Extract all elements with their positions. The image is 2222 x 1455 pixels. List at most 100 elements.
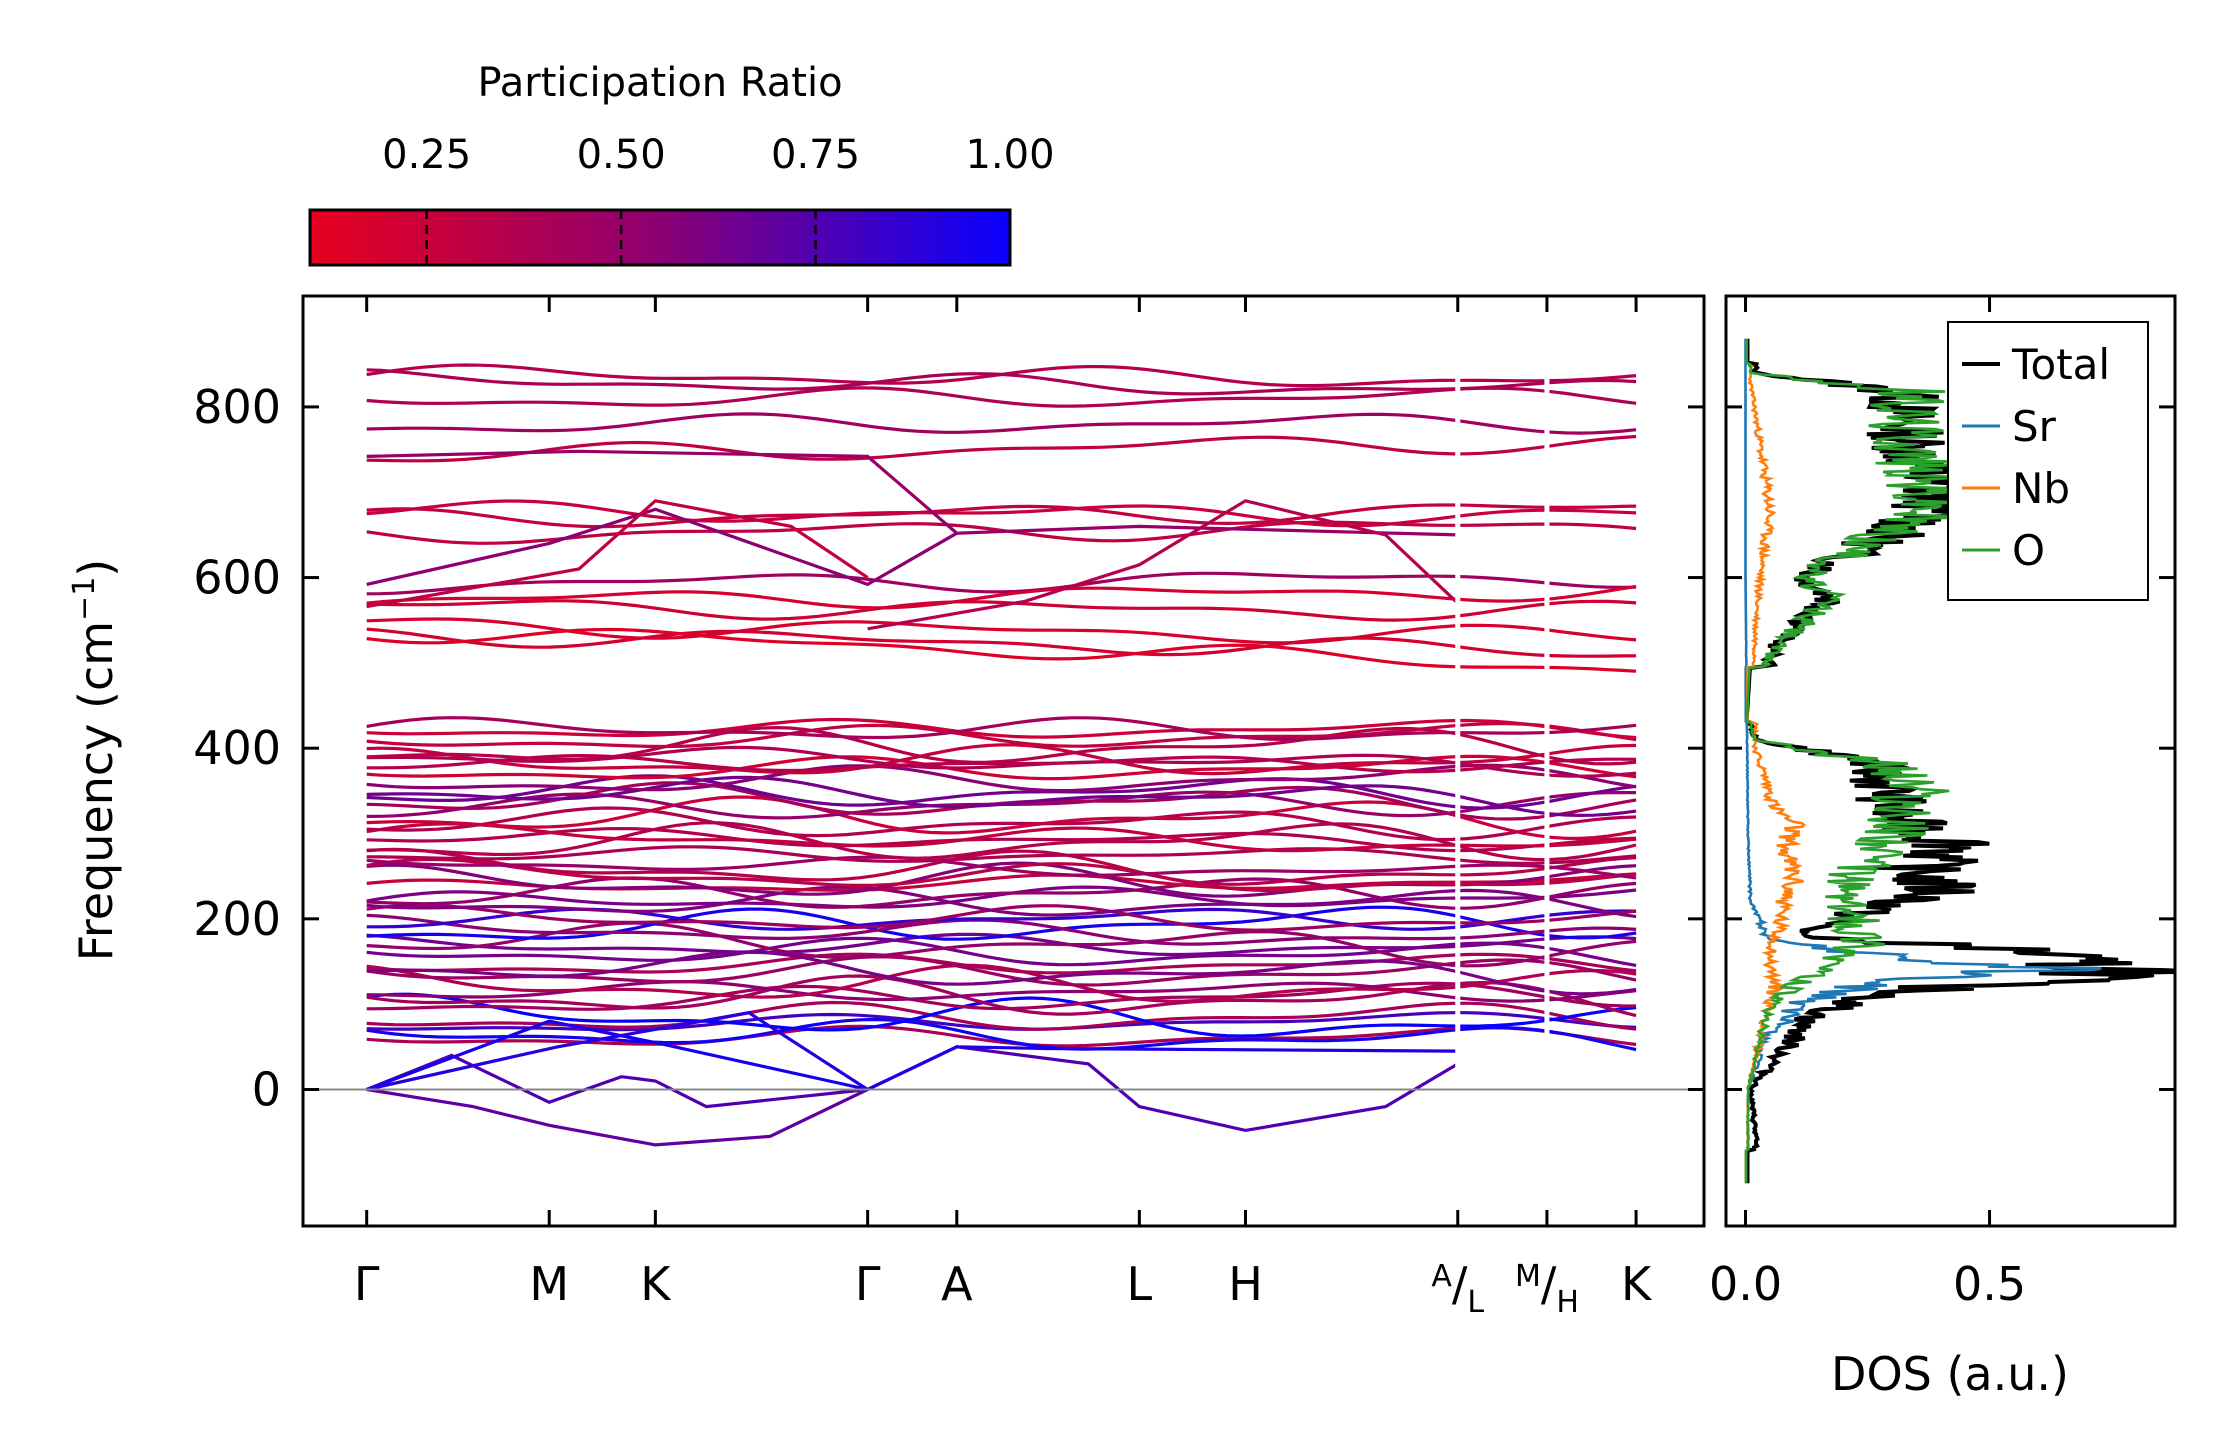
colorbar-ticks bbox=[425, 210, 817, 265]
band-line bbox=[366, 903, 1637, 932]
y-tick-label: 200 bbox=[193, 892, 281, 946]
legend-label: O bbox=[2012, 526, 2045, 575]
band-line bbox=[366, 936, 1637, 967]
band-line bbox=[366, 855, 1637, 880]
band-line bbox=[366, 507, 958, 587]
band-line bbox=[366, 905, 1637, 941]
y-tick-label: 400 bbox=[193, 721, 281, 775]
dos-panel: 0.0 0.5 DOS (a.u.) Total Sr Nb O bbox=[1709, 294, 2177, 1401]
band-line bbox=[366, 584, 1637, 610]
band-line bbox=[366, 753, 1637, 774]
x-tick-label: Γ bbox=[855, 1257, 881, 1311]
band-line bbox=[366, 617, 1637, 645]
x-tick-label: Γ bbox=[354, 1257, 380, 1311]
band-line bbox=[366, 845, 1637, 866]
band-line bbox=[366, 722, 1637, 749]
band-line bbox=[366, 885, 1637, 919]
path-discontinuity bbox=[1544, 296, 1550, 1226]
colorbar: Participation Ratio 0.25 0.50 0.75 1.00 bbox=[308, 60, 1055, 267]
dos-x-tick-label: 0.0 bbox=[1709, 1257, 1782, 1311]
dos-axis-ticks bbox=[1726, 296, 2175, 1226]
legend-label: Total bbox=[2011, 340, 2110, 389]
band-line bbox=[366, 627, 1637, 658]
band-line bbox=[866, 1045, 1458, 1091]
legend-entries: Total Sr Nb O bbox=[1962, 340, 2110, 575]
band-line bbox=[366, 1017, 1637, 1052]
band-line bbox=[366, 826, 1637, 853]
band-line bbox=[366, 1019, 868, 1092]
band-line bbox=[366, 921, 1637, 968]
band-line bbox=[366, 503, 1637, 529]
dos-line-o bbox=[1744, 338, 1968, 1184]
band-line bbox=[366, 876, 1637, 910]
y-axis-title-close: ) bbox=[69, 559, 123, 577]
band-structure-panel: 0 200 400 600 800 Γ M K Γ A L H A/L M/H K Frequency (… bbox=[67, 294, 1706, 1320]
band-line bbox=[366, 499, 869, 609]
band-x-tick-labels: Γ M K Γ A L H A/L M/H K bbox=[354, 1257, 1653, 1320]
colorbar-tick-labels: 0.25 0.50 0.75 1.00 bbox=[382, 132, 1054, 178]
path-discontinuity bbox=[1455, 296, 1461, 1226]
band-line bbox=[867, 499, 1459, 631]
band-line bbox=[366, 412, 1637, 435]
dos-x-tick-label: 0.5 bbox=[1953, 1257, 2026, 1311]
dos-x-tick-labels: 0.0 0.5 bbox=[1709, 1257, 2026, 1311]
y-axis-title: Frequency (cm−1) bbox=[67, 559, 123, 962]
band-line bbox=[366, 599, 1637, 622]
colorbar-tick-label: 0.25 bbox=[382, 132, 471, 178]
x-tick-label: A bbox=[941, 1257, 973, 1311]
band-line bbox=[366, 992, 1637, 1038]
legend: Total Sr Nb O bbox=[1947, 321, 2149, 601]
band-line bbox=[366, 913, 1637, 946]
band-line bbox=[366, 434, 1637, 463]
x-tick-label: M bbox=[529, 1257, 569, 1311]
band-line bbox=[366, 1087, 869, 1147]
dos-x-axis-title: DOS (a.u.) bbox=[1831, 1347, 2069, 1401]
y-tick-label: 0 bbox=[252, 1062, 281, 1116]
legend-label: Nb bbox=[2012, 464, 2070, 513]
colorbar-gradient bbox=[308, 208, 1012, 267]
band-line bbox=[366, 368, 1637, 396]
legend-frame bbox=[1947, 321, 2149, 601]
dos-axes-frame bbox=[1724, 294, 2177, 1228]
x-tick-label: H bbox=[1228, 1257, 1263, 1311]
band-line bbox=[366, 806, 1637, 842]
y-tick-label: 800 bbox=[193, 380, 281, 434]
band-line bbox=[366, 627, 1637, 673]
dos-lines bbox=[1744, 338, 2175, 1184]
band-line bbox=[366, 743, 1637, 776]
band-line bbox=[366, 716, 1637, 742]
band-line bbox=[366, 1011, 869, 1092]
band-line bbox=[366, 963, 1637, 1003]
band-line bbox=[366, 952, 1637, 975]
band-line bbox=[366, 717, 1637, 740]
band-line bbox=[366, 847, 1637, 886]
band-axes-frame bbox=[301, 294, 1706, 1228]
band-line bbox=[366, 1053, 868, 1109]
colorbar-tick-label: 0.75 bbox=[771, 132, 860, 178]
colorbar-title: Participation Ratio bbox=[477, 60, 842, 106]
y-axis-title-main: Frequency (cm bbox=[69, 621, 123, 961]
colorbar-tick-label: 0.50 bbox=[577, 132, 666, 178]
legend-label: Sr bbox=[2012, 402, 2057, 451]
x-tick-label: A/L bbox=[1431, 1257, 1484, 1320]
band-lines bbox=[366, 296, 1637, 1226]
x-tick-label: K bbox=[640, 1257, 672, 1311]
y-tick-label: 600 bbox=[193, 551, 281, 605]
band-y-tick-labels: 0 200 400 600 800 bbox=[193, 380, 281, 1117]
band-line bbox=[366, 763, 1637, 793]
colorbar-tick-label: 1.00 bbox=[965, 132, 1054, 178]
band-line bbox=[366, 386, 1637, 408]
y-axis-title-sup: −1 bbox=[67, 577, 102, 621]
band-line bbox=[366, 822, 1637, 853]
band-line bbox=[366, 950, 1637, 996]
band-line bbox=[366, 571, 1637, 596]
band-axis-ticks bbox=[303, 296, 1704, 1226]
band-line bbox=[366, 775, 1637, 818]
band-line bbox=[366, 955, 1637, 987]
x-tick-label: M/H bbox=[1515, 1257, 1579, 1320]
x-tick-label: K bbox=[1621, 1257, 1653, 1311]
band-line bbox=[366, 449, 1458, 537]
band-line bbox=[366, 774, 1637, 810]
band-line bbox=[366, 499, 1637, 528]
